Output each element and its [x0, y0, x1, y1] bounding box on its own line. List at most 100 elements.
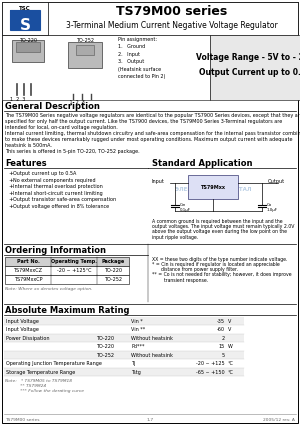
Text: Input: Input — [152, 178, 165, 184]
Text: Pd***: Pd*** — [131, 344, 145, 349]
Text: Output transistor safe-area compensation: Output transistor safe-area compensation — [13, 197, 116, 202]
Text: intended for local, on-card voltage regulation.: intended for local, on-card voltage regu… — [5, 125, 118, 130]
Text: TO-220: TO-220 — [19, 38, 37, 43]
Bar — [68, 42, 102, 68]
Text: Absolute Maximum Rating: Absolute Maximum Rating — [5, 306, 130, 315]
Text: heatsink is 500mA.: heatsink is 500mA. — [5, 143, 52, 148]
Text: °C: °C — [228, 370, 234, 374]
Text: Co
1.0μF: Co 1.0μF — [267, 203, 278, 212]
Text: Internal current limiting, thermal shutdown circuitry and safe-area compensation: Internal current limiting, thermal shutd… — [5, 131, 300, 136]
Text: TO-252: TO-252 — [76, 38, 94, 43]
Text: +: + — [8, 204, 13, 209]
Text: °C: °C — [228, 361, 234, 366]
Bar — [10, 10, 40, 20]
Text: ** = Co is not needed for stability; however, it does improve: ** = Co is not needed for stability; how… — [152, 272, 292, 278]
Text: A common ground is required between the input and the: A common ground is required between the … — [152, 219, 283, 224]
Text: 2: 2 — [222, 336, 225, 340]
Text: input ripple voltage.: input ripple voltage. — [152, 235, 198, 240]
Bar — [10, 10, 40, 30]
Text: +: + — [8, 171, 13, 176]
Bar — [4, 342, 244, 351]
Text: transient response.: transient response. — [152, 278, 208, 283]
Text: Voltage Range - 5V to - 24V
Output Current up to 0.5A: Voltage Range - 5V to - 24V Output Curre… — [196, 53, 300, 77]
Text: This series is offered in 5-pin TO-220, TO-252 package.: This series is offered in 5-pin TO-220, … — [5, 149, 140, 154]
Text: TO-220: TO-220 — [96, 336, 114, 340]
Text: Tstg: Tstg — [131, 370, 141, 374]
Bar — [4, 351, 244, 359]
Bar — [2, 2, 48, 35]
Bar — [10, 20, 40, 30]
Text: Vin **: Vin ** — [131, 327, 145, 332]
Text: Ordering Information: Ordering Information — [5, 246, 106, 255]
Text: Vin *: Vin * — [131, 319, 143, 323]
Text: +: + — [8, 190, 13, 196]
Text: Note: Where xx denotes voltage option.: Note: Where xx denotes voltage option. — [5, 287, 92, 291]
Text: Pin assignment:
1.   Ground
2.   Input
3.   Output
(Heatsink surface
connected t: Pin assignment: 1. Ground 2. Input 3. Ou… — [118, 37, 165, 79]
Text: -60: -60 — [217, 327, 225, 332]
Text: Without heatsink: Without heatsink — [131, 353, 173, 357]
Text: TO-220: TO-220 — [104, 268, 122, 273]
Text: TSC: TSC — [19, 6, 31, 11]
Text: to make these devices remarkably rugged under most operating conditions. Maximum: to make these devices remarkably rugged … — [5, 137, 292, 142]
Text: -35: -35 — [217, 319, 225, 323]
Text: Features: Features — [5, 159, 47, 168]
Text: -65 ~ +150: -65 ~ +150 — [196, 370, 225, 374]
Text: +: + — [8, 184, 13, 189]
Text: distance from power supply filter.: distance from power supply filter. — [152, 267, 238, 272]
Bar — [76, 45, 94, 55]
Text: output voltages. The input voltage must remain typically 2.0V: output voltages. The input voltage must … — [152, 224, 294, 229]
Text: +: + — [8, 197, 13, 202]
Text: Output voltage offered in 8% tolerance: Output voltage offered in 8% tolerance — [13, 204, 109, 209]
Bar — [210, 35, 300, 100]
Text: -20 ~ +125°C: -20 ~ +125°C — [57, 268, 91, 273]
Text: No external components required: No external components required — [13, 178, 96, 182]
Text: The TS79M00 Series negative voltage regulators are identical to the popular TS79: The TS79M00 Series negative voltage regu… — [5, 113, 300, 118]
Bar — [4, 359, 244, 368]
Text: TS79MxxCZ: TS79MxxCZ — [14, 268, 43, 273]
Text: TS79M00 series: TS79M00 series — [5, 418, 40, 422]
Bar — [5, 266, 129, 275]
Text: +: + — [8, 178, 13, 182]
Text: TO-252: TO-252 — [96, 353, 114, 357]
Text: Without heatsink: Without heatsink — [131, 336, 173, 340]
Text: TS79Mxx: TS79Mxx — [200, 184, 226, 190]
Text: Output: Output — [268, 178, 285, 184]
Text: -20 ~ +125: -20 ~ +125 — [196, 361, 225, 366]
Text: Note:   * TS79M05 to TS79M18: Note: * TS79M05 to TS79M18 — [5, 379, 72, 383]
Text: TS79M00 series: TS79M00 series — [116, 5, 228, 17]
Text: 1-7: 1-7 — [146, 418, 154, 422]
Bar — [5, 257, 129, 266]
Text: * = Cin is required if regulator is located an appreciable: * = Cin is required if regulator is loca… — [152, 262, 280, 267]
Text: TS79MxxCP: TS79MxxCP — [14, 277, 42, 282]
Text: Operating Junction Temperature Range: Operating Junction Temperature Range — [6, 361, 102, 366]
Bar — [16, 42, 40, 52]
Text: Input Voltage: Input Voltage — [6, 319, 39, 323]
Bar — [2, 2, 298, 35]
Text: 5: 5 — [222, 353, 225, 357]
Text: V: V — [228, 319, 231, 323]
Text: V: V — [228, 327, 231, 332]
Text: *** Follow the derating curve: *** Follow the derating curve — [5, 389, 84, 393]
Text: Storage Temperature Range: Storage Temperature Range — [6, 370, 75, 374]
Text: 3-Terminal Medium Current Negative Voltage Regulator: 3-Terminal Medium Current Negative Volta… — [66, 20, 278, 29]
Text: Input Voltage: Input Voltage — [6, 327, 39, 332]
Text: General Description: General Description — [5, 102, 100, 111]
Text: W: W — [228, 344, 233, 349]
Text: specified for only half the output current. Like the TS7900 devices, the TS79M00: specified for only half the output curre… — [5, 119, 282, 124]
Text: 15: 15 — [219, 344, 225, 349]
Text: S: S — [20, 17, 31, 32]
Text: ЭЛЕКТРОННЫЙ ПОРТАЛ: ЭЛЕКТРОННЫЙ ПОРТАЛ — [175, 187, 251, 192]
Bar — [2, 35, 210, 100]
Bar — [4, 317, 244, 325]
Bar — [4, 334, 244, 342]
Text: Cin
0.1μF: Cin 0.1μF — [180, 203, 191, 212]
Text: XX = these two digits of the type number indicate voltage.: XX = these two digits of the type number… — [152, 257, 287, 262]
Text: TO-220: TO-220 — [96, 344, 114, 349]
Text: TO-252: TO-252 — [104, 277, 122, 282]
Text: 2005/12 rev. A: 2005/12 rev. A — [263, 418, 295, 422]
Text: Power Dissipation: Power Dissipation — [6, 336, 50, 340]
Bar — [4, 325, 244, 334]
Text: ** TS79M24: ** TS79M24 — [5, 384, 46, 388]
Text: Internal short-circuit current limiting: Internal short-circuit current limiting — [13, 190, 103, 196]
Bar — [5, 275, 129, 284]
